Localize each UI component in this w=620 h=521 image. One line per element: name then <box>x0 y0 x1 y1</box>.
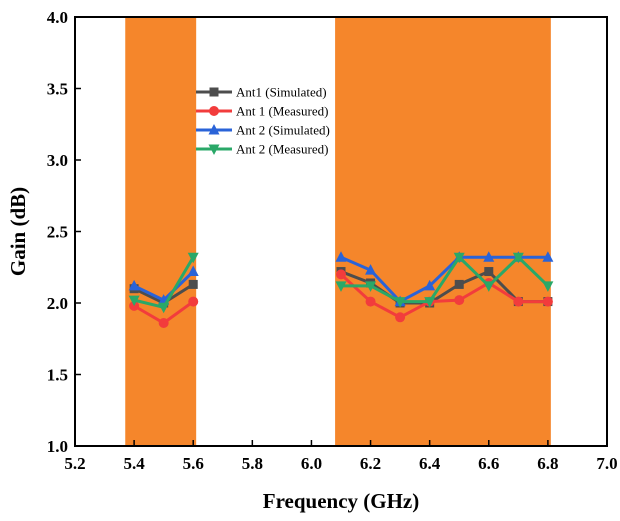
data-point <box>365 281 377 292</box>
legend-marker <box>208 124 220 135</box>
series-line <box>339 273 548 319</box>
series-layer <box>128 251 554 329</box>
legend-marker <box>209 87 219 97</box>
legend-item: Ant 2 (Simulated) <box>196 123 330 138</box>
x-tick-label: 5.2 <box>64 454 85 473</box>
x-tick-label: 6.6 <box>478 454 499 473</box>
y-tick-label: 1.5 <box>47 366 68 385</box>
legend-label: Ant 1 (Measured) <box>236 104 328 119</box>
data-point <box>542 251 554 262</box>
data-point <box>128 295 140 307</box>
x-axis-title: Frequency (GHz) <box>263 489 420 513</box>
series-2 <box>129 269 553 329</box>
x-tick-label: 5.8 <box>242 454 263 473</box>
highlight-bands <box>125 17 551 446</box>
y-tick-label: 4.0 <box>47 8 68 27</box>
data-point <box>158 302 170 314</box>
legend-marker <box>209 106 219 116</box>
data-point <box>365 264 377 275</box>
data-point <box>454 279 464 289</box>
y-axis-title: Gain (dB) <box>6 187 30 276</box>
data-point <box>335 251 347 262</box>
data-point <box>365 296 376 307</box>
data-point <box>335 281 347 292</box>
x-tick-label: 6.0 <box>301 454 322 473</box>
legend-marker <box>208 144 220 155</box>
data-point <box>513 296 524 307</box>
data-point <box>483 251 495 262</box>
data-point <box>512 252 524 264</box>
data-point <box>394 297 406 308</box>
data-point <box>336 269 346 280</box>
legend-label: Ant 2 (Measured) <box>236 142 328 157</box>
x-tick-label: 6.2 <box>360 454 381 473</box>
y-tick-label: 1.0 <box>47 437 68 456</box>
data-point <box>453 252 465 264</box>
legend-label: Ant 2 (Simulated) <box>236 123 330 138</box>
data-point <box>188 279 198 289</box>
series-line <box>340 270 548 305</box>
axis-ticks: 5.2 5.4 5.6 5.8 6.0 6.2 6.4 6.6 6.8 7.0 1.0 1.5 2.0 2… <box>47 8 618 473</box>
data-point <box>483 281 495 292</box>
x-tick-label: 6.8 <box>537 454 558 473</box>
data-point <box>424 297 436 308</box>
legend-label: Ant1 (Simulated) <box>236 85 327 100</box>
y-tick-label: 3.0 <box>47 151 68 170</box>
y-tick-label: 2.0 <box>47 294 68 313</box>
data-point <box>454 295 465 306</box>
data-point <box>542 281 554 292</box>
legend-item: Ant 1 (Measured) <box>196 104 328 119</box>
y-tick-label: 3.5 <box>47 80 68 99</box>
data-point <box>424 279 436 291</box>
series-line <box>341 255 549 304</box>
legend-item: Ant 2 (Measured) <box>196 142 328 157</box>
x-tick-label: 7.0 <box>596 454 617 473</box>
series-4 <box>128 252 554 314</box>
legend-item: Ant1 (Simulated) <box>196 85 327 100</box>
highlight-band-1 <box>125 17 197 446</box>
x-tick-label: 6.4 <box>419 454 441 473</box>
data-point <box>187 252 199 264</box>
x-tick-label: 5.4 <box>123 454 145 473</box>
data-point <box>395 312 406 323</box>
data-point <box>158 318 169 329</box>
data-point <box>187 265 199 277</box>
data-point <box>188 296 199 307</box>
data-point <box>484 267 494 277</box>
highlight-band-2 <box>335 17 551 446</box>
series-line <box>340 255 548 304</box>
x-tick-label: 5.6 <box>183 454 204 473</box>
data-point <box>128 279 140 291</box>
y-tick-label: 2.5 <box>47 223 68 242</box>
legend: Ant1 (Simulated) Ant 1 (Measured) Ant 2 (S… <box>196 85 330 157</box>
data-point <box>542 296 553 307</box>
